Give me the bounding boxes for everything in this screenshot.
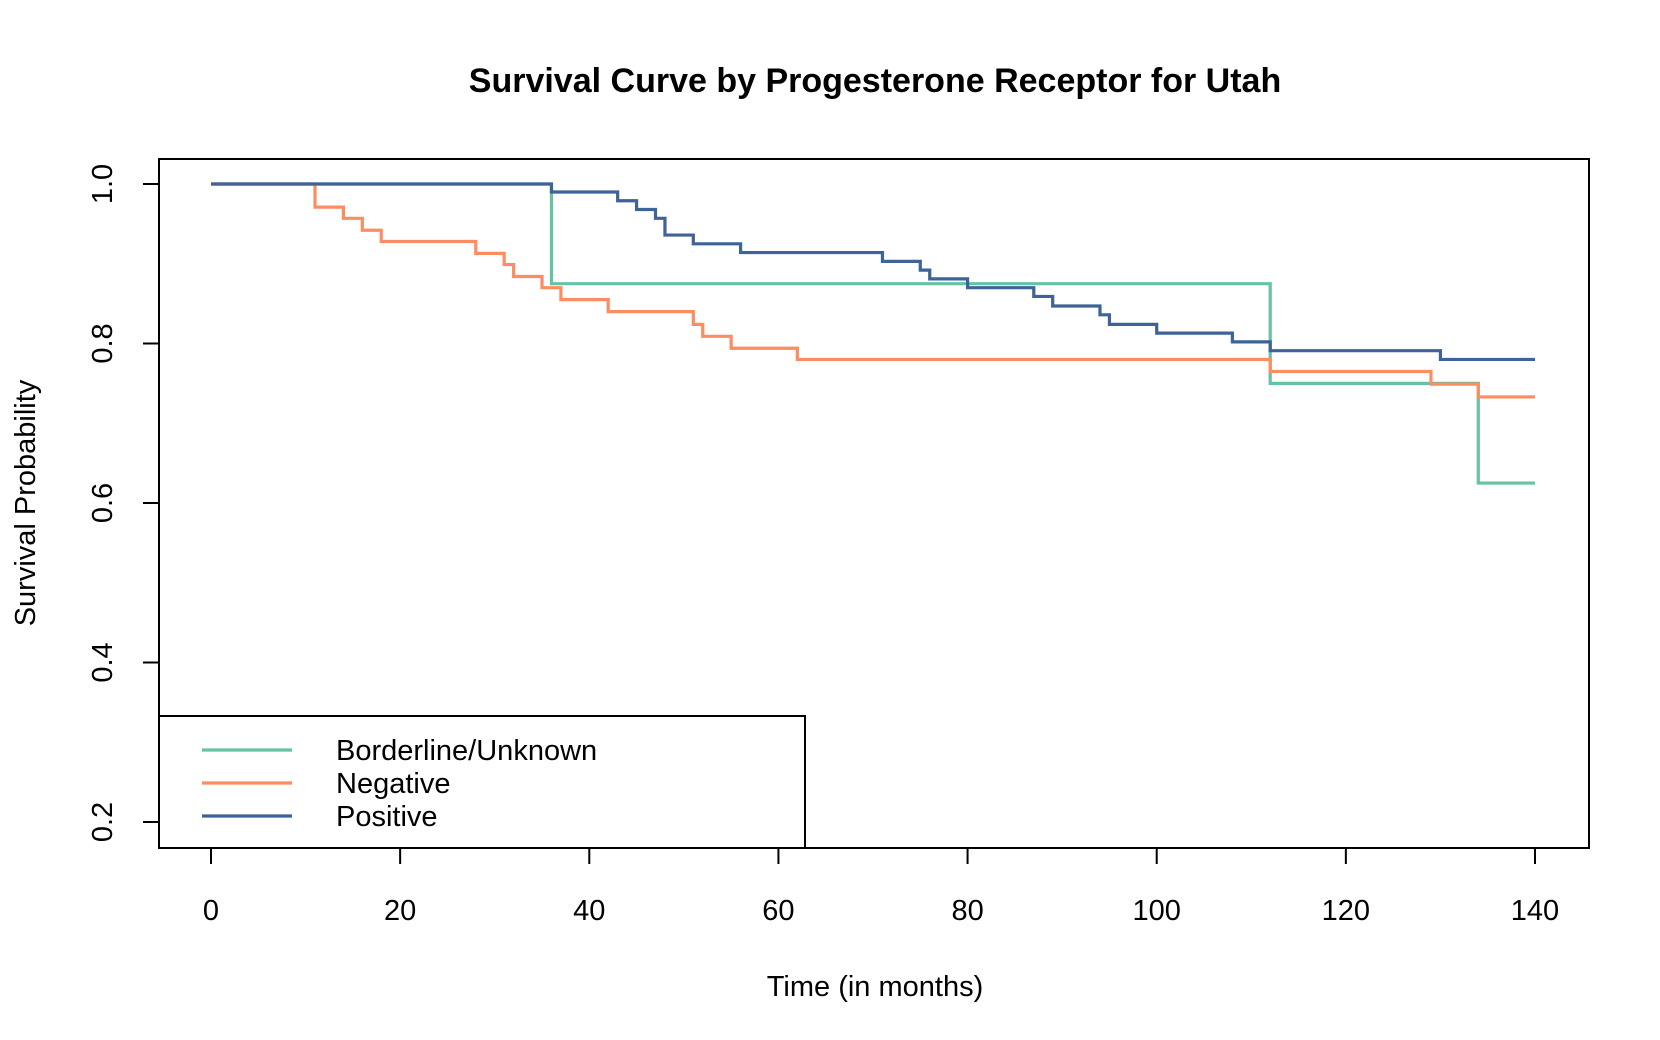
series-line-2 (211, 182, 1535, 362)
y-tick-label: 0.8 (87, 323, 119, 363)
x-axis-label: Time (in months) (767, 971, 983, 1003)
x-tick-label: 20 (384, 895, 416, 927)
y-axis: 0.2 0.4 0.6 0.8 1.0 (87, 164, 160, 842)
x-tick-label: 100 (1133, 895, 1181, 927)
legend-label: Negative (336, 768, 450, 800)
y-tick-label: 0.4 (87, 642, 119, 682)
x-tick-label: 80 (951, 895, 983, 927)
x-tick-label: 0 (203, 895, 219, 927)
x-tick-label: 40 (573, 895, 605, 927)
legend-label: Borderline/Unknown (336, 735, 597, 767)
y-tick-label: 1.0 (87, 164, 119, 204)
y-tick-label: 0.2 (87, 802, 119, 842)
y-tick-label: 0.6 (87, 483, 119, 523)
y-axis-label: Survival Probability (10, 379, 42, 626)
chart-title: Survival Curve by Progesterone Receptor … (469, 62, 1281, 100)
x-tick-label: 60 (762, 895, 794, 927)
legend-label: Positive (336, 801, 438, 833)
x-axis: 0 20 40 60 80 100 120 140 (203, 847, 1559, 927)
series-layer (211, 182, 1535, 485)
series-line-1 (211, 182, 1535, 399)
x-tick-label: 120 (1322, 895, 1370, 927)
series-line-0 (211, 182, 1535, 485)
x-tick-label: 140 (1511, 895, 1559, 927)
